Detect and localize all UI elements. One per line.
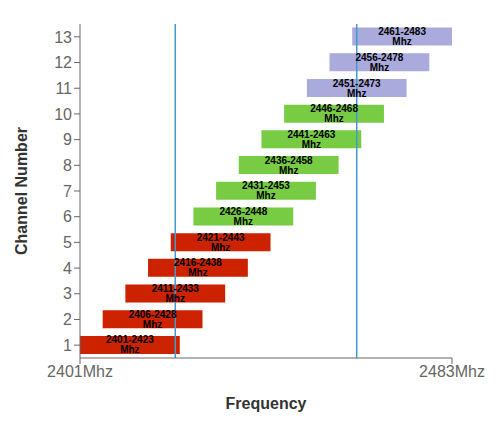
svg-text:2401-2423Mhz: 2401-2423Mhz [106, 334, 154, 355]
svg-text:6: 6 [63, 208, 72, 225]
svg-text:2456-2478Mhz: 2456-2478Mhz [356, 52, 404, 73]
svg-text:13: 13 [54, 29, 72, 46]
svg-text:3: 3 [63, 285, 72, 302]
svg-text:Channel Number: Channel Number [13, 127, 30, 255]
svg-text:5: 5 [63, 234, 72, 251]
svg-text:2441-2463Mhz: 2441-2463Mhz [287, 129, 335, 150]
svg-text:2401Mhz: 2401Mhz [47, 363, 113, 380]
svg-text:4: 4 [63, 260, 72, 277]
svg-text:2431-2453Mhz: 2431-2453Mhz [242, 180, 290, 201]
svg-text:2426-2448Mhz: 2426-2448Mhz [219, 206, 267, 227]
svg-text:8: 8 [63, 157, 72, 174]
svg-text:2411-2433Mhz: 2411-2433Mhz [152, 283, 200, 304]
svg-text:12: 12 [54, 54, 72, 71]
svg-text:1: 1 [63, 337, 72, 354]
svg-text:2406-2428Mhz: 2406-2428Mhz [129, 309, 177, 330]
svg-text:2451-2473Mhz: 2451-2473Mhz [333, 78, 381, 99]
svg-text:2483Mhz: 2483Mhz [419, 363, 485, 380]
svg-text:2: 2 [63, 311, 72, 328]
svg-text:2446-2468Mhz: 2446-2468Mhz [310, 103, 358, 124]
svg-text:2436-2458Mhz: 2436-2458Mhz [265, 155, 313, 176]
svg-text:11: 11 [55, 80, 72, 97]
svg-text:2461-2483Mhz: 2461-2483Mhz [378, 26, 426, 47]
svg-text:10: 10 [54, 106, 72, 123]
svg-text:2421-2443Mhz: 2421-2443Mhz [197, 232, 245, 253]
svg-text:2416-2438Mhz: 2416-2438Mhz [174, 257, 222, 278]
svg-text:7: 7 [63, 183, 72, 200]
svg-text:Frequency: Frequency [226, 395, 307, 412]
svg-text:9: 9 [63, 131, 72, 148]
